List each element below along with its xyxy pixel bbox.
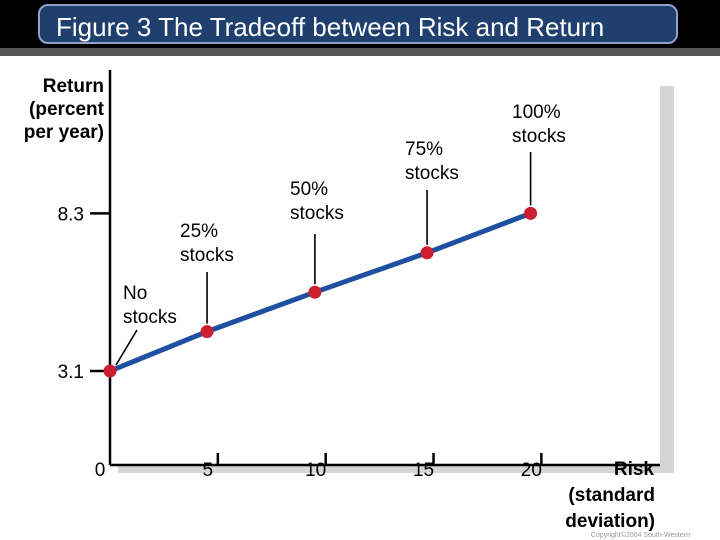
data-point: [103, 364, 117, 378]
callout-leader: [115, 329, 138, 366]
point-label: stocks: [123, 307, 177, 328]
y-tick-label: 3.1: [58, 362, 84, 383]
data-point: [420, 246, 434, 260]
copyright-notice: Copyright©2004 South-Western: [590, 532, 690, 539]
x-tick-label: 15: [413, 460, 434, 481]
point-label: stocks: [180, 245, 234, 266]
data-point: [524, 206, 538, 220]
data-point: [200, 325, 214, 339]
point-label: 25%: [180, 221, 218, 242]
y-axis-label: per year): [24, 122, 104, 143]
x-axis-label: Risk: [614, 459, 655, 480]
x-tick-label: 10: [305, 460, 326, 481]
x-tick-label: 5: [203, 460, 214, 481]
point-label: 50%: [290, 179, 328, 200]
y-tick-label: 8.3: [58, 204, 84, 225]
x-axis-label: (standard: [568, 485, 655, 506]
y-axis-label: (percent: [29, 99, 105, 120]
point-label: stocks: [405, 163, 459, 184]
y-axis-label: Return: [43, 76, 104, 97]
point-label: stocks: [512, 126, 566, 147]
point-label: stocks: [290, 203, 344, 224]
data-point: [308, 285, 322, 299]
point-label: 100%: [512, 102, 561, 123]
title-box: [38, 4, 678, 44]
plot-area: [110, 80, 660, 465]
x-tick-label: 0: [95, 460, 106, 481]
title-band: [0, 48, 720, 56]
x-axis-label: deviation): [565, 511, 655, 532]
title-bar: Figure 3 The Tradeoff between Risk and R…: [0, 0, 720, 56]
point-label: No: [123, 283, 147, 304]
slide-title: Figure 3 The Tradeoff between Risk and R…: [56, 12, 605, 42]
x-tick-label: 20: [521, 460, 542, 481]
point-label: 75%: [405, 139, 443, 160]
